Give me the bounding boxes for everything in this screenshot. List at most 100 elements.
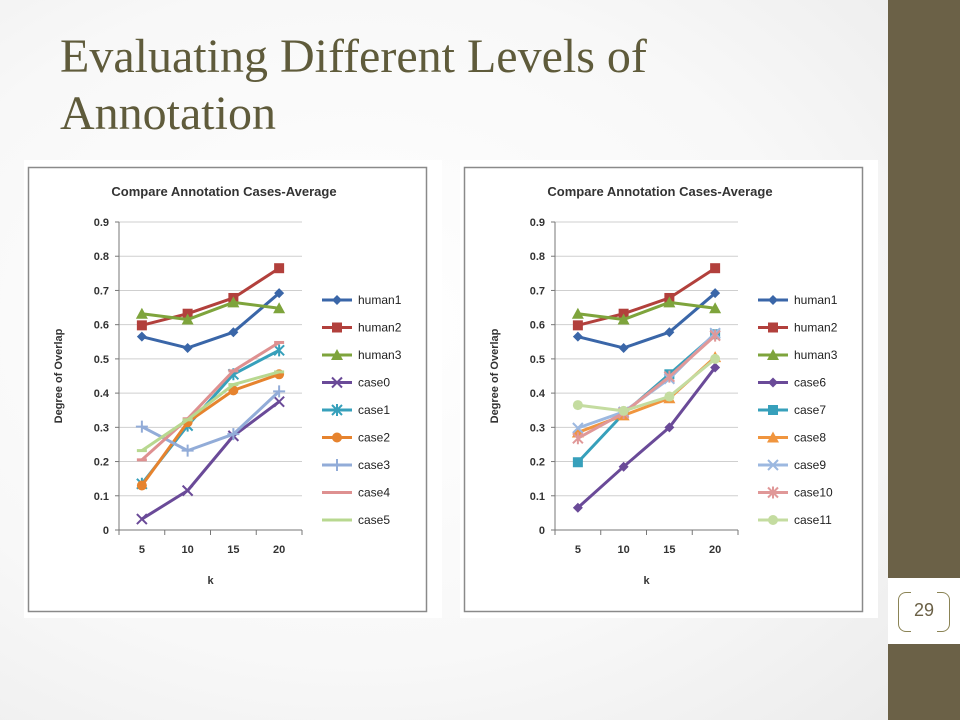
series-case11	[572, 353, 721, 416]
series-human1	[572, 288, 721, 353]
data-point-human1	[664, 327, 675, 338]
y-tick-label: 0.8	[94, 251, 109, 263]
data-point-case1	[273, 344, 285, 357]
y-tick-label: 0.4	[94, 388, 110, 400]
legend-label: human1	[358, 293, 402, 307]
bracket-left	[898, 592, 911, 632]
x-tick-label: 5	[139, 544, 145, 556]
chart-title: Compare Annotation Cases-Average	[547, 184, 772, 199]
legend-item-case0: case0	[322, 376, 390, 390]
legend-item-human1: human1	[322, 293, 402, 307]
series-line-human3	[141, 300, 280, 322]
data-point-human2	[136, 320, 147, 331]
data-point-human3	[181, 313, 194, 325]
legend-marker	[331, 349, 343, 360]
legend-marker	[768, 515, 778, 525]
y-tick-label: 0	[539, 525, 545, 537]
legend-item-case6: case6	[758, 376, 826, 390]
page-number-badge: 29	[888, 578, 960, 644]
legend-label: case1	[358, 403, 390, 417]
legend-item-case4: case4	[322, 486, 390, 500]
y-axis-label: Degree of Overlap	[53, 328, 65, 423]
chart-frame	[463, 166, 864, 613]
data-point-human3	[709, 302, 722, 314]
data-point-case5	[136, 449, 147, 453]
data-point-case6	[710, 362, 721, 373]
data-point-case10	[663, 370, 676, 383]
data-point-human3	[571, 307, 584, 319]
chart-panel-left: Compare Annotation Cases-Average 0 0.1 0.2 0…	[24, 160, 442, 618]
x-tick-label: 20	[709, 544, 721, 556]
data-point-case9	[572, 422, 584, 434]
data-point-case0	[136, 513, 148, 525]
data-point-human3	[663, 296, 676, 308]
series-line-human1	[577, 292, 717, 350]
legend-marker	[331, 459, 343, 471]
legend-label: case2	[358, 431, 390, 445]
data-point-case10	[709, 329, 721, 342]
legend-label: case8	[794, 431, 826, 445]
data-point-case3	[181, 444, 194, 457]
series-line-human2	[577, 266, 716, 327]
data-point-case3	[273, 385, 286, 398]
series-human3	[135, 296, 286, 325]
legend-marker	[767, 349, 779, 360]
legend-item-case1: case1	[322, 403, 390, 417]
y-tick-label: 0.4	[530, 388, 546, 400]
x-axis-label: k	[207, 575, 214, 587]
data-point-case5	[228, 383, 239, 387]
y-tick-label: 0.3	[530, 422, 545, 434]
legend-label: case0	[358, 376, 390, 390]
legend-marker	[768, 322, 778, 333]
legend-marker	[767, 431, 779, 443]
data-point-case6	[618, 461, 629, 472]
data-point-case11	[664, 391, 675, 402]
data-point-human1	[618, 342, 629, 353]
y-tick-label: 0.6	[530, 320, 545, 332]
legend-item-case8: case8	[758, 431, 826, 445]
y-tick-label: 0	[103, 525, 109, 537]
data-point-human1	[572, 331, 583, 342]
y-tick-label: 0.2	[94, 457, 109, 469]
data-point-human3	[135, 307, 148, 319]
data-point-case7	[572, 457, 583, 468]
legend-label: case3	[358, 458, 390, 472]
data-point-case5	[182, 418, 193, 422]
data-point-case5	[274, 370, 285, 374]
data-point-human1	[136, 331, 147, 342]
legend-label: case5	[358, 513, 390, 527]
legend-marker	[332, 491, 342, 494]
chart-right: Compare Annotation Cases-Average 0 0.1 0.2 0…	[463, 166, 864, 613]
x-tick-label: 15	[663, 544, 675, 556]
data-point-case11	[710, 353, 721, 364]
legend-marker	[332, 295, 342, 305]
data-point-case10	[572, 432, 584, 445]
legend-marker	[331, 404, 343, 416]
legend-label: case10	[794, 486, 833, 500]
legend-marker	[767, 459, 779, 471]
series-case6	[572, 362, 721, 513]
y-tick-label: 0.7	[530, 285, 545, 297]
data-point-human3	[617, 313, 630, 325]
series-line-case2	[140, 372, 280, 487]
data-point-human1	[274, 288, 285, 299]
y-axis-label: Degree of Overlap	[489, 328, 501, 423]
data-point-human1	[710, 288, 721, 299]
data-point-case3	[227, 428, 240, 441]
data-point-human2	[572, 320, 583, 331]
legend-label: case4	[358, 486, 390, 500]
data-point-case6	[572, 502, 583, 513]
y-tick-label: 0.1	[94, 491, 109, 503]
legend-label: human1	[794, 293, 838, 307]
legend-marker	[768, 405, 778, 415]
x-tick-label: 10	[618, 544, 630, 556]
series-case5	[136, 370, 285, 453]
legend-item-case3: case3	[322, 458, 390, 472]
x-axis-label: k	[643, 575, 650, 587]
legend-label: case9	[794, 458, 826, 472]
y-tick-label: 0.7	[94, 285, 109, 297]
legend-item-case5: case5	[322, 513, 390, 527]
slide-title: Evaluating Different Levels of Annotatio…	[60, 30, 647, 140]
series-line-human3	[577, 300, 716, 322]
series-line-case5	[141, 370, 280, 452]
